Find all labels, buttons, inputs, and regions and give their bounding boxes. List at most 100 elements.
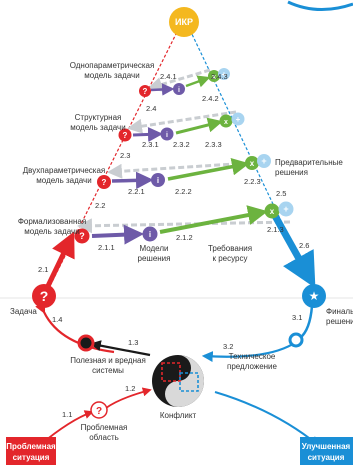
label-useful-harmful: Полезная и вредная системы — [70, 356, 146, 375]
step-2-3: 2.3 — [120, 151, 130, 160]
svg-text:+: + — [261, 156, 266, 166]
ikr-label: ИКР — [175, 17, 193, 27]
useful-harmful-node — [77, 334, 95, 352]
svg-text:Проблемная: Проблемная — [81, 423, 128, 432]
svg-text:x: x — [270, 207, 275, 216]
task-node: ? — [32, 284, 56, 308]
step-2-1-3: 2.1.3 — [267, 225, 284, 234]
svg-text:предложение: предложение — [227, 362, 278, 371]
plus-node-2-1: + — [278, 201, 294, 217]
arrow-1-2 — [105, 387, 152, 409]
step-2-5: 2.5 — [276, 189, 286, 198]
corner-arc-decoration — [287, 0, 353, 12]
check-node-2-2: x — [245, 156, 259, 170]
info-node-2-3: i — [160, 127, 174, 141]
step-1-2: 1.2 — [125, 384, 135, 393]
label-solution-models: Модели решения — [138, 244, 171, 263]
plus-node-2-3: + — [231, 112, 245, 126]
plus-node-2-4: + — [218, 68, 230, 80]
ikr-node: ИКР — [169, 7, 199, 37]
svg-text:Улучшенная: Улучшенная — [302, 442, 351, 451]
arrow-2-1 — [45, 231, 75, 288]
label-resource-reqs: Требования к ресурсу — [208, 244, 252, 263]
svg-text:модель задачи: модель задачи — [24, 227, 79, 236]
step-2-4-3: 2.4.3 — [211, 72, 228, 81]
step-2-4-2: 2.4.2 — [202, 94, 219, 103]
arrow-2-6 — [270, 212, 316, 289]
step-1-1: 1.1 — [62, 410, 72, 419]
level-row-2-3 — [132, 117, 223, 142]
step-1-3: 1.3 — [128, 338, 138, 347]
problem-situation-box: Проблемная ситуация — [6, 437, 56, 465]
level-row-2-2 — [111, 158, 250, 190]
label-problem-area: Проблемная область — [81, 423, 128, 442]
arrow-3-2 — [201, 341, 297, 363]
step-2-2-1: 2.2.1 — [128, 187, 145, 196]
label-tech-proposal: Техническое предложение — [227, 352, 278, 371]
label-single-param-model: Однопараметрическая модель задачи — [70, 61, 155, 80]
svg-text:+: + — [236, 115, 241, 124]
step-2-6: 2.6 — [299, 241, 309, 250]
step-2-4: 2.4 — [146, 104, 156, 113]
svg-text:x: x — [250, 159, 255, 168]
step-1-4: 1.4 — [52, 315, 62, 324]
step-3-1: 3.1 — [292, 313, 302, 322]
grey-backlinks — [77, 68, 291, 234]
svg-text:Формализованная: Формализованная — [18, 217, 86, 226]
svg-text:Предварительные: Предварительные — [275, 158, 343, 167]
check-node-2-1: x — [264, 203, 280, 219]
arrow-1-3 — [89, 340, 151, 357]
level-row-2-1 — [91, 205, 268, 245]
step-2-1-1: 2.1.1 — [98, 243, 115, 252]
svg-text:решения: решения — [275, 168, 308, 177]
svg-text:ситуация: ситуация — [308, 453, 345, 462]
svg-text:Модели: Модели — [139, 244, 168, 253]
svg-text:?: ? — [102, 178, 107, 187]
svg-text:Проблемная: Проблемная — [6, 442, 56, 451]
svg-text:решение: решение — [326, 317, 353, 326]
arrow-3-1 — [299, 295, 320, 339]
svg-text:решения: решения — [138, 254, 171, 263]
final-solution-node: ★ — [302, 284, 326, 308]
svg-text:★: ★ — [309, 289, 320, 303]
info-node-2-2: i — [151, 173, 165, 187]
svg-text:x: x — [212, 74, 216, 81]
step-2-1: 2.1 — [38, 265, 48, 274]
svg-text:+: + — [222, 70, 227, 79]
question-node-2-4: ? — [139, 85, 151, 97]
step-2-2-3: 2.2.3 — [244, 177, 261, 186]
svg-text:i: i — [157, 176, 159, 185]
problem-area-node: ? — [90, 401, 108, 419]
level-row-2-4 — [150, 75, 211, 96]
label-structural-model: Структурная модель задачи — [70, 113, 125, 132]
check-node-2-4: x — [208, 70, 220, 82]
step-2-3-2: 2.3.2 — [173, 140, 190, 149]
label-two-param-model: Двухпараметрическая модель задачи — [23, 166, 106, 185]
step-3-2: 3.2 — [223, 342, 233, 351]
svg-text:модель задачи: модель задачи — [36, 176, 91, 185]
svg-text:область: область — [89, 433, 119, 442]
check-node-2-3: x — [219, 114, 233, 128]
svg-text:ситуация: ситуация — [13, 453, 50, 462]
svg-text:?: ? — [96, 406, 102, 417]
arrow-1-4 — [35, 301, 115, 354]
info-node-2-1: i — [142, 226, 158, 242]
step-2-2: 2.2 — [95, 201, 105, 210]
step-2-2-2: 2.2.2 — [175, 187, 192, 196]
step-2-4-1: 2.4.1 — [160, 72, 177, 81]
svg-text:Однопараметрическая: Однопараметрическая — [70, 61, 155, 70]
svg-text:i: i — [178, 87, 180, 94]
question-node-2-2: ? — [97, 175, 111, 189]
svg-text:модель задачи: модель задачи — [70, 123, 125, 132]
step-2-3-3: 2.3.3 — [205, 140, 222, 149]
svg-text:модель задачи: модель задачи — [84, 71, 139, 80]
svg-text:к ресурсу: к ресурсу — [213, 254, 248, 263]
plus-node-2-2: + — [257, 154, 271, 168]
svg-text:?: ? — [143, 87, 148, 96]
step-2-1-2: 2.1.2 — [176, 233, 193, 242]
svg-text:Техническое: Техническое — [229, 352, 276, 361]
svg-text:?: ? — [40, 288, 49, 304]
conflict-symbol — [152, 355, 204, 407]
label-conflict: Конфликт — [160, 411, 197, 420]
